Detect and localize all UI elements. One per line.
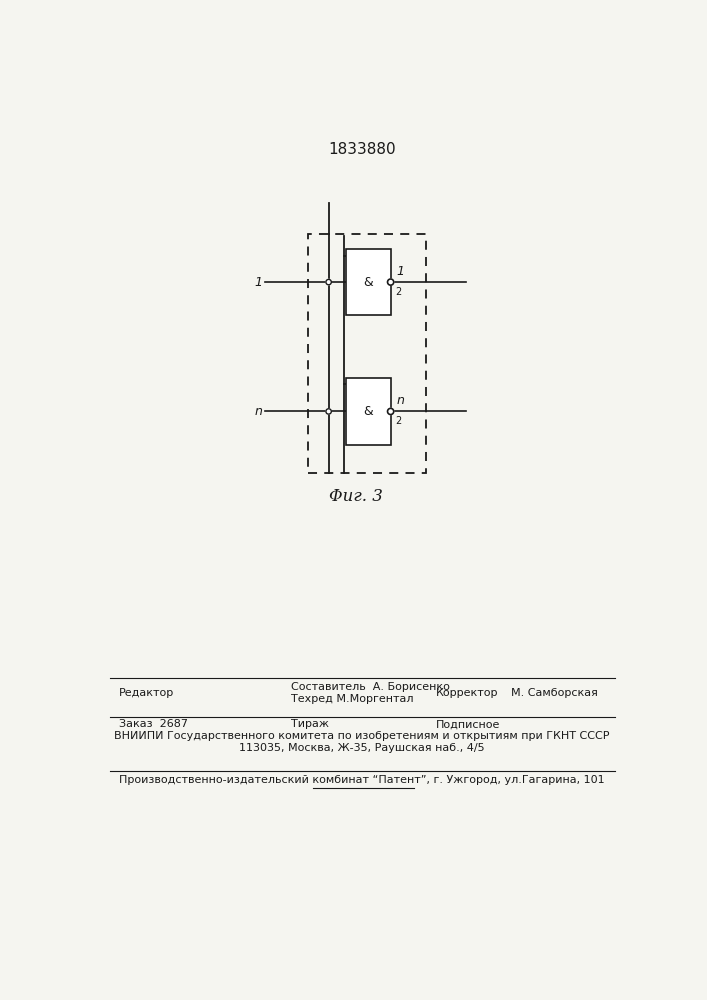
Bar xyxy=(346,378,391,445)
Text: Техред М.Моргентал: Техред М.Моргентал xyxy=(291,694,414,704)
Circle shape xyxy=(387,279,394,285)
Text: 1: 1 xyxy=(397,265,405,278)
Circle shape xyxy=(326,409,332,414)
Text: Редактор: Редактор xyxy=(119,688,175,698)
Text: Производственно-издательский комбинат “Патент”, г. Ужгород, ул.Гагарина, 101: Производственно-издательский комбинат “П… xyxy=(119,775,604,785)
Circle shape xyxy=(387,408,394,415)
Text: М. Самборская: М. Самборская xyxy=(510,688,597,698)
Text: Составитель  А. Борисенко: Составитель А. Борисенко xyxy=(291,682,450,692)
Text: 1833880: 1833880 xyxy=(328,142,396,157)
Text: Корректор: Корректор xyxy=(436,688,498,698)
Bar xyxy=(308,234,426,473)
Circle shape xyxy=(326,279,332,285)
Text: Подписное: Подписное xyxy=(436,719,500,729)
Text: 2: 2 xyxy=(395,416,402,426)
Text: ВНИИПИ Государственного комитета по изобретениям и открытиям при ГКНТ СССР: ВНИИПИ Государственного комитета по изоб… xyxy=(115,731,609,741)
Text: Φиг. 3: Φиг. 3 xyxy=(329,488,382,505)
Text: Тираж: Тираж xyxy=(291,719,329,729)
Text: &: & xyxy=(363,405,373,418)
Text: n: n xyxy=(397,394,404,407)
Text: n: n xyxy=(254,405,262,418)
Text: 113035, Москва, Ж-35, Раушская наб., 4/5: 113035, Москва, Ж-35, Раушская наб., 4/5 xyxy=(239,743,485,753)
Text: &: & xyxy=(363,276,373,289)
Text: Заказ  2687: Заказ 2687 xyxy=(119,719,188,729)
Text: 2: 2 xyxy=(395,287,402,297)
Text: 1: 1 xyxy=(254,276,262,289)
Bar xyxy=(346,249,391,315)
